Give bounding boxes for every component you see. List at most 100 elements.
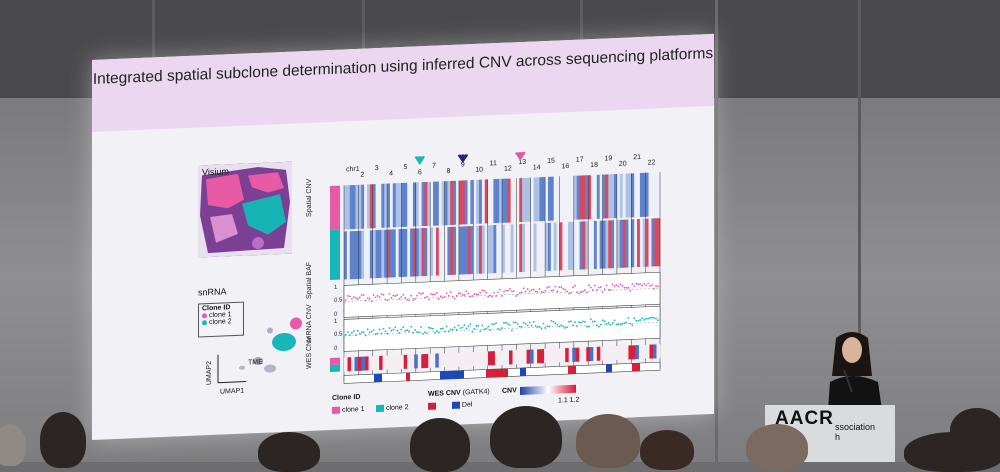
snrna-cnv-cell bbox=[442, 353, 447, 368]
baf-point bbox=[643, 318, 646, 321]
baf-point bbox=[467, 292, 470, 295]
baf-point bbox=[534, 290, 537, 293]
baf-point bbox=[546, 325, 549, 328]
baf-point bbox=[578, 292, 580, 295]
baf-point bbox=[637, 319, 640, 322]
baf-point bbox=[505, 289, 507, 292]
baf-point bbox=[556, 290, 559, 293]
baf-point bbox=[453, 326, 456, 329]
baf-point bbox=[597, 286, 600, 289]
cnv-heatmap-cell bbox=[395, 183, 399, 228]
baf-point bbox=[655, 285, 657, 287]
cnv-heatmap-cell bbox=[479, 225, 483, 274]
legend-wes-cnv-label: WES CNV bbox=[428, 389, 461, 398]
snrna-cnv-cell bbox=[603, 346, 608, 361]
baf-point bbox=[510, 329, 513, 332]
baf-point bbox=[522, 287, 525, 290]
baf-point bbox=[509, 287, 511, 290]
baf-point bbox=[501, 327, 503, 329]
baf-point bbox=[461, 294, 464, 296]
cnv-heatmap-cell bbox=[424, 227, 428, 277]
chromosome-label: 5 bbox=[403, 164, 407, 171]
baf-point bbox=[552, 320, 555, 323]
baf-point bbox=[471, 330, 474, 333]
cnv-heatmap-cell bbox=[588, 221, 592, 270]
baf-point bbox=[410, 294, 413, 297]
baf-point bbox=[471, 295, 474, 297]
cnv-heatmap-cell bbox=[573, 221, 577, 270]
snrna-cnv-cell bbox=[635, 345, 640, 360]
cnv-heatmap-cell bbox=[493, 225, 497, 274]
baf-tick-label: 0 bbox=[334, 312, 338, 318]
baf-point bbox=[364, 299, 367, 302]
baf-point bbox=[483, 328, 486, 331]
cnv-heatmap-cell bbox=[596, 220, 600, 269]
legend-clone-id: Clone ID bbox=[332, 393, 361, 402]
snrna-cnv-cell bbox=[389, 355, 394, 370]
baf-point bbox=[605, 323, 608, 325]
cnv-heatmap-cell bbox=[349, 185, 353, 230]
baf-point bbox=[499, 328, 501, 331]
snrna-cnv-cell bbox=[494, 350, 499, 366]
snrna-cnv-cell bbox=[351, 356, 355, 372]
cnv-heatmap-cell bbox=[556, 222, 560, 271]
snrna-cnv-cell bbox=[470, 351, 475, 367]
baf-point bbox=[611, 283, 614, 286]
baf-point bbox=[617, 323, 620, 325]
snrna-cnv-cell bbox=[565, 348, 570, 363]
cnv-heatmap-cell bbox=[622, 219, 626, 268]
baf-point bbox=[528, 321, 531, 324]
baf-point bbox=[495, 322, 497, 325]
baf-point bbox=[501, 295, 503, 297]
baf-point bbox=[528, 290, 531, 293]
baf-point bbox=[578, 321, 580, 324]
baf-point bbox=[593, 284, 596, 287]
cnv-heatmap-cell bbox=[381, 183, 385, 228]
baf-point bbox=[570, 292, 573, 294]
baf-point bbox=[394, 326, 397, 329]
baf-point bbox=[589, 318, 592, 321]
chromosome-label: 16 bbox=[561, 163, 569, 170]
baf-point bbox=[649, 317, 652, 319]
cnv-heatmap-cell bbox=[358, 230, 362, 279]
cnv-heatmap-cell bbox=[447, 180, 451, 226]
baf-point bbox=[431, 293, 434, 296]
baf-point bbox=[351, 298, 353, 300]
snrna-cnv-cell bbox=[544, 348, 548, 364]
cnv-heatmap-cell bbox=[470, 180, 474, 225]
baf-point bbox=[615, 284, 618, 286]
cnv-heatmap-cell bbox=[410, 228, 414, 277]
baf-point bbox=[418, 331, 420, 334]
baf-point bbox=[489, 294, 492, 297]
baf-point bbox=[507, 289, 509, 292]
snrna-cnv-cell bbox=[449, 352, 454, 368]
baf-point bbox=[499, 288, 501, 291]
baf-point bbox=[362, 294, 365, 296]
snrna-cnv-cell bbox=[386, 355, 390, 370]
snrna-cnv-cell bbox=[403, 354, 408, 369]
baf-point bbox=[510, 290, 513, 293]
baf-point bbox=[445, 325, 448, 328]
row-label-spatial-cnv: Spatial CNV bbox=[306, 178, 313, 218]
chromosome-label: 14 bbox=[533, 164, 541, 171]
cnv-heatmap-cell bbox=[493, 179, 497, 224]
baf-point bbox=[524, 322, 527, 325]
cnv-heatmap-cell bbox=[614, 173, 618, 219]
cnv-heatmap-cell bbox=[616, 219, 621, 268]
cnv-heatmap-cell bbox=[637, 219, 641, 268]
chromosome-label: 20 bbox=[619, 161, 627, 168]
baf-point bbox=[376, 294, 379, 297]
baf-point bbox=[364, 334, 367, 337]
cnv-heatmap-cell bbox=[639, 218, 644, 268]
baf-point bbox=[647, 317, 650, 320]
wes-cnv-segment bbox=[568, 365, 576, 375]
audience-head bbox=[640, 430, 694, 470]
cnv-heatmap-cell bbox=[490, 179, 494, 224]
baf-point bbox=[586, 291, 588, 294]
cnv-heatmap-cell bbox=[539, 177, 543, 222]
wes-cnv-segment bbox=[632, 363, 640, 372]
baf-point bbox=[416, 294, 418, 297]
cnv-heatmap-cell bbox=[421, 182, 425, 227]
umap1-label: UMAP1 bbox=[220, 387, 245, 396]
snrna-cnv-cell bbox=[607, 346, 612, 361]
